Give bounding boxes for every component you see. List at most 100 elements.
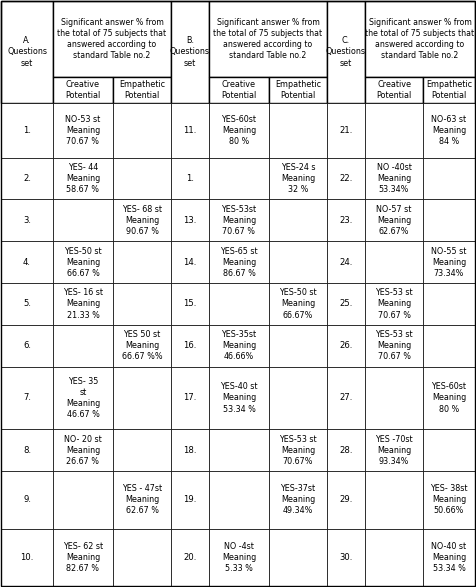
- Bar: [171, 103, 209, 158]
- Bar: [113, 103, 171, 158]
- Text: 6.: 6.: [23, 341, 31, 350]
- Text: Empathetic
Potential: Empathetic Potential: [119, 80, 165, 100]
- Text: 15.: 15.: [183, 299, 197, 308]
- Text: 28.: 28.: [339, 446, 353, 455]
- Bar: [209, 528, 269, 586]
- Text: Creative
Potential: Creative Potential: [221, 80, 257, 100]
- Text: YES- 62 st
Meaning
82.67 %: YES- 62 st Meaning 82.67 %: [63, 542, 103, 573]
- Text: NO -40st
Meaning
53.34%: NO -40st Meaning 53.34%: [377, 163, 411, 194]
- Bar: [327, 200, 365, 241]
- Text: 22.: 22.: [339, 174, 353, 183]
- Text: 11.: 11.: [183, 126, 197, 135]
- Text: YES - 47st
Meaning
62.67 %: YES - 47st Meaning 62.67 %: [122, 484, 162, 515]
- Text: YES- 16 st
Meaning
21.33 %: YES- 16 st Meaning 21.33 %: [63, 288, 103, 319]
- Bar: [53, 1, 171, 77]
- Text: 13.: 13.: [183, 216, 197, 225]
- Text: YES-53 st
Meaning
70.67 %: YES-53 st Meaning 70.67 %: [375, 288, 413, 319]
- Bar: [269, 200, 327, 241]
- Text: NO -4st
Meaning
5.33 %: NO -4st Meaning 5.33 %: [222, 542, 256, 573]
- Text: 17.: 17.: [183, 393, 197, 403]
- Text: YES-60st
Meaning
80 %: YES-60st Meaning 80 %: [432, 382, 466, 414]
- Bar: [113, 367, 171, 429]
- Text: 18.: 18.: [183, 446, 197, 455]
- Bar: [327, 325, 365, 367]
- Text: C.
Questions
set: C. Questions set: [326, 36, 366, 68]
- Text: 2.: 2.: [23, 174, 31, 183]
- Bar: [365, 528, 423, 586]
- Text: YES-53 st
Meaning
70.67 %: YES-53 st Meaning 70.67 %: [375, 330, 413, 362]
- Bar: [209, 103, 269, 158]
- Bar: [269, 241, 327, 283]
- Bar: [1, 471, 53, 528]
- Bar: [327, 1, 365, 103]
- Bar: [365, 325, 423, 367]
- Bar: [423, 471, 475, 528]
- Bar: [423, 77, 475, 103]
- Bar: [1, 283, 53, 325]
- Text: 10.: 10.: [20, 553, 34, 562]
- Bar: [1, 528, 53, 586]
- Text: A.
Questions
set: A. Questions set: [7, 36, 47, 68]
- Bar: [53, 77, 113, 103]
- Bar: [209, 77, 269, 103]
- Text: NO- 20 st
Meaning
26.67 %: NO- 20 st Meaning 26.67 %: [64, 434, 102, 466]
- Text: Empathetic
Potential: Empathetic Potential: [426, 80, 472, 100]
- Bar: [423, 283, 475, 325]
- Text: 26.: 26.: [339, 341, 353, 350]
- Text: Empathetic
Potential: Empathetic Potential: [275, 80, 321, 100]
- Bar: [53, 241, 113, 283]
- Bar: [423, 528, 475, 586]
- Bar: [209, 158, 269, 200]
- Text: YES -70st
Meaning
93.34%: YES -70st Meaning 93.34%: [375, 434, 413, 466]
- Text: YES-53st
Meaning
70.67 %: YES-53st Meaning 70.67 %: [221, 205, 257, 236]
- Bar: [113, 241, 171, 283]
- Bar: [1, 241, 53, 283]
- Text: NO-55 st
Meaning
73.34%: NO-55 st Meaning 73.34%: [431, 247, 466, 278]
- Bar: [423, 200, 475, 241]
- Bar: [1, 367, 53, 429]
- Bar: [269, 77, 327, 103]
- Bar: [423, 367, 475, 429]
- Text: YES 50 st
Meaning
66.67 %%: YES 50 st Meaning 66.67 %%: [122, 330, 162, 362]
- Bar: [365, 471, 423, 528]
- Bar: [113, 471, 171, 528]
- Bar: [423, 103, 475, 158]
- Bar: [365, 77, 423, 103]
- Text: 20.: 20.: [183, 553, 197, 562]
- Bar: [269, 325, 327, 367]
- Bar: [171, 158, 209, 200]
- Bar: [113, 158, 171, 200]
- Bar: [327, 241, 365, 283]
- Text: YES-40 st
Meaning
53.34 %: YES-40 st Meaning 53.34 %: [220, 382, 258, 414]
- Bar: [171, 528, 209, 586]
- Text: 25.: 25.: [339, 299, 353, 308]
- Bar: [53, 158, 113, 200]
- Bar: [269, 158, 327, 200]
- Text: 16.: 16.: [183, 341, 197, 350]
- Text: 9.: 9.: [23, 495, 31, 504]
- Text: YES-53 st
Meaning
70.67%: YES-53 st Meaning 70.67%: [279, 434, 317, 466]
- Bar: [327, 283, 365, 325]
- Text: 4.: 4.: [23, 258, 31, 266]
- Bar: [423, 158, 475, 200]
- Bar: [327, 103, 365, 158]
- Text: YES- 38st
Meaning
50.66%: YES- 38st Meaning 50.66%: [430, 484, 468, 515]
- Bar: [365, 158, 423, 200]
- Text: B.
Questions
set: B. Questions set: [170, 36, 210, 68]
- Bar: [209, 200, 269, 241]
- Bar: [1, 158, 53, 200]
- Bar: [1, 1, 53, 103]
- Bar: [423, 325, 475, 367]
- Bar: [269, 103, 327, 158]
- Bar: [53, 367, 113, 429]
- Bar: [365, 200, 423, 241]
- Bar: [171, 325, 209, 367]
- Bar: [269, 367, 327, 429]
- Bar: [113, 77, 171, 103]
- Text: YES- 68 st
Meaning
90.67 %: YES- 68 st Meaning 90.67 %: [122, 205, 162, 236]
- Text: 27.: 27.: [339, 393, 353, 403]
- Bar: [365, 367, 423, 429]
- Bar: [171, 241, 209, 283]
- Text: 14.: 14.: [183, 258, 197, 266]
- Text: NO-57 st
Meaning
62.67%: NO-57 st Meaning 62.67%: [377, 205, 412, 236]
